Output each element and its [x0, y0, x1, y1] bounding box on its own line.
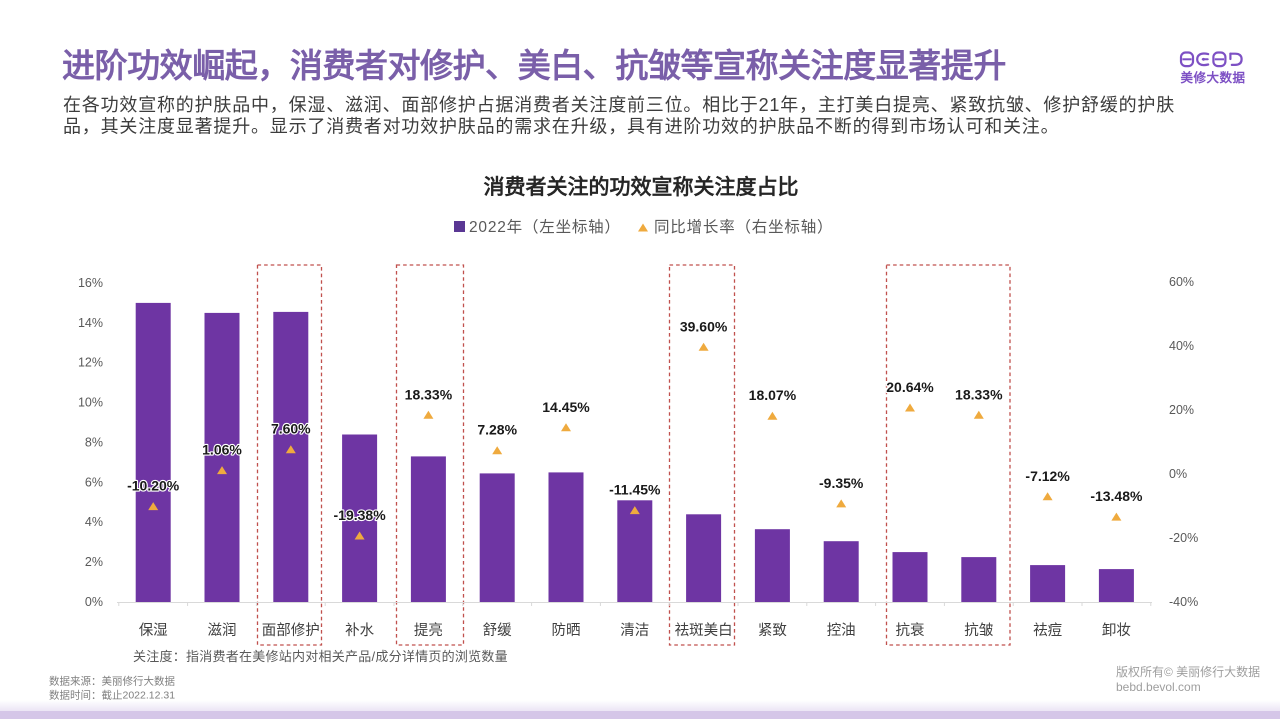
svg-text:6%: 6% [85, 475, 103, 489]
svg-text:-11.45%: -11.45% [609, 482, 661, 498]
svg-text:数据时间：截止2022.12.31: 数据时间：截止2022.12.31 [49, 689, 175, 702]
svg-text:滋润: 滋润 [208, 622, 237, 639]
svg-text:控油: 控油 [827, 622, 856, 639]
svg-text:防晒: 防晒 [552, 622, 581, 639]
svg-text:抗皱: 抗皱 [964, 622, 993, 639]
svg-text:卸妆: 卸妆 [1102, 622, 1131, 639]
svg-text:2022年（左坐标轴）: 2022年（左坐标轴） [469, 218, 621, 236]
svg-text:4%: 4% [85, 515, 103, 529]
svg-text:14%: 14% [78, 316, 103, 330]
svg-text:-10.20%: -10.20% [127, 478, 180, 494]
svg-text:40%: 40% [1169, 339, 1194, 353]
svg-text:祛斑美白: 祛斑美白 [675, 622, 733, 639]
svg-text:美修大数据: 美修大数据 [1180, 70, 1245, 85]
svg-text:-20%: -20% [1169, 531, 1198, 545]
svg-text:2%: 2% [85, 555, 103, 569]
svg-text:补水: 补水 [345, 622, 374, 639]
svg-text:18.07%: 18.07% [749, 387, 797, 403]
svg-text:bebd.bevol.com: bebd.bevol.com [1116, 680, 1201, 694]
svg-text:7.28%: 7.28% [477, 422, 517, 438]
svg-text:保湿: 保湿 [139, 622, 168, 639]
svg-text:0%: 0% [1169, 467, 1187, 481]
svg-text:-9.35%: -9.35% [819, 475, 864, 491]
svg-text:20.64%: 20.64% [886, 379, 934, 395]
svg-text:提亮: 提亮 [414, 622, 443, 639]
svg-text:-7.12%: -7.12% [1025, 468, 1070, 484]
svg-text:18.33%: 18.33% [955, 386, 1003, 402]
svg-text:14.45%: 14.45% [542, 399, 590, 415]
svg-text:面部修护: 面部修护 [262, 622, 320, 639]
svg-text:7.60%: 7.60% [271, 421, 311, 437]
svg-text:在各功效宣称的护肤品中，保湿、滋润、面部修护占据消费者关注度: 在各功效宣称的护肤品中，保湿、滋润、面部修护占据消费者关注度前三位。相比于21年… [63, 95, 1175, 115]
svg-text:舒缓: 舒缓 [483, 622, 512, 639]
svg-text:-13.48%: -13.48% [1090, 488, 1143, 504]
svg-text:清洁: 清洁 [620, 622, 649, 639]
svg-text:16%: 16% [78, 276, 103, 290]
svg-text:8%: 8% [85, 436, 103, 450]
svg-text:进阶功效崛起，消费者对修护、美白、抗皱等宣称关注度显著提升: 进阶功效崛起，消费者对修护、美白、抗皱等宣称关注度显著提升 [62, 47, 1006, 84]
svg-text:消费者关注的功效宣称关注度占比: 消费者关注的功效宣称关注度占比 [484, 175, 799, 199]
svg-text:10%: 10% [78, 396, 103, 410]
svg-text:紧致: 紧致 [758, 622, 787, 639]
svg-text:同比增长率（右坐标轴）: 同比增长率（右坐标轴） [654, 218, 833, 236]
svg-text:12%: 12% [78, 356, 103, 370]
svg-text:18.33%: 18.33% [405, 386, 453, 402]
svg-text:版权所有© 美丽修行大数据: 版权所有© 美丽修行大数据 [1116, 664, 1260, 679]
svg-text:关注度：指消费者在美修站内对相关产品/成分详情页的浏览数量: 关注度：指消费者在美修站内对相关产品/成分详情页的浏览数量 [133, 649, 508, 664]
svg-text:39.60%: 39.60% [680, 318, 728, 334]
svg-text:-19.38%: -19.38% [334, 507, 387, 523]
svg-text:抗衰: 抗衰 [896, 622, 925, 639]
svg-text:品，其关注度显著提升。显示了消费者对功效护肤品的需求在升级，: 品，其关注度显著提升。显示了消费者对功效护肤品的需求在升级，具有进阶功效的护肤品… [63, 116, 1059, 136]
svg-text:-40%: -40% [1169, 595, 1198, 609]
svg-text:祛痘: 祛痘 [1033, 622, 1062, 639]
svg-text:20%: 20% [1169, 403, 1194, 417]
svg-text:1.06%: 1.06% [202, 442, 242, 458]
svg-text:60%: 60% [1169, 275, 1194, 289]
svg-text:数据来源：美丽修行大数据: 数据来源：美丽修行大数据 [49, 675, 175, 688]
svg-text:0%: 0% [85, 595, 103, 609]
